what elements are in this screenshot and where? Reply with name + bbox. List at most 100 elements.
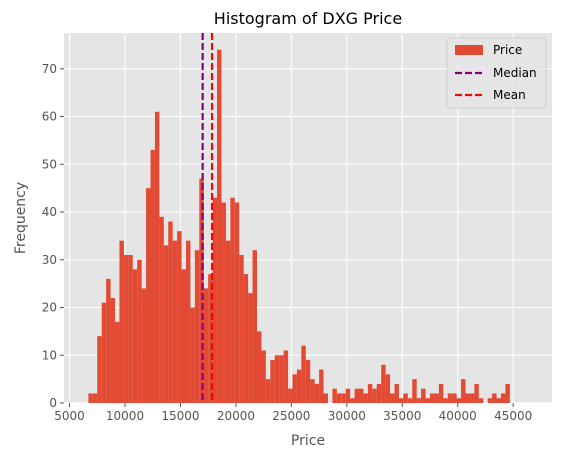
histogram-bar [159,216,164,403]
histogram-bar [354,388,360,403]
reference-lines [201,33,214,403]
y-axis-label: Frequency [13,182,29,254]
histogram-bar [430,393,435,403]
histogram-bar [154,111,160,403]
histogram-bar [456,398,462,403]
x-tick-label: 20000 [217,409,255,423]
histogram-bar [336,393,342,403]
x-tick-label: 15000 [161,409,199,423]
histogram-bar [265,379,271,403]
histogram-bar [469,393,475,403]
histogram-bar [301,345,306,403]
histogram-bar [314,383,320,403]
histogram-bar [225,240,231,403]
histogram-bar [172,240,178,403]
histogram-bar [186,240,191,403]
histogram-bar [92,393,98,403]
histogram-bar [199,178,204,403]
x-tick-label: 35000 [383,409,421,423]
histogram-bar [194,250,200,403]
histogram-bar [434,393,439,403]
histogram-bar [438,383,444,403]
histogram-bar [416,398,422,403]
y-tick-label: 50 [42,157,57,171]
histogram-bar [403,393,408,403]
y-tick-label: 40 [42,205,57,219]
histogram-bar [425,398,430,403]
legend-frame [446,37,547,109]
histogram-bar [305,360,311,403]
histogram-bar [385,374,391,403]
histogram-bar [500,393,506,403]
histogram-bar [376,383,382,403]
histogram-bar [465,393,470,403]
x-tick-label: 25000 [272,409,310,423]
y-tick-label: 30 [42,253,57,267]
y-tick-label: 70 [42,62,57,76]
histogram-bar [288,388,293,403]
histogram-bar [97,336,102,403]
histogram-bar [261,350,266,403]
histogram-bar [181,269,186,403]
histogram-bar [398,398,404,403]
histogram-bar [243,274,249,403]
x-tick-label: 40000 [439,409,477,423]
histogram-bar [106,278,111,403]
histogram-bar [350,398,355,403]
histogram-bar [221,202,226,403]
histogram-bar [487,398,493,403]
x-tick-label: 45000 [494,409,532,423]
y-axis-ticks: 0 10 20 30 40 50 60 70 [42,62,64,410]
histogram-bar [319,369,324,403]
histogram-bar [367,383,373,403]
histogram-bar [274,355,280,403]
histogram-bar [359,388,364,403]
histogram-bar [492,393,497,403]
histogram-bar [390,393,395,403]
histogram-bar [452,393,457,403]
histogram-bar [332,388,337,403]
histogram-bar [270,360,275,403]
histogram-bar [323,393,328,403]
histogram-bar [248,293,253,403]
histogram-bar [123,255,129,403]
histogram-bar [146,188,151,403]
histogram-bar [447,393,453,403]
histogram-bar [115,321,120,403]
histogram-bar [141,288,147,403]
legend: Price Median Mean [446,37,547,109]
x-axis-ticks: 5000 10000 15000 20000 25000 30000 35000 40000 4… [54,403,532,423]
histogram-bar [203,288,209,403]
histogram-bar [474,383,479,403]
histogram-bar [421,388,426,403]
x-tick-label: 10000 [106,409,144,423]
bars-group [88,49,510,403]
histogram-bar [208,274,213,403]
histogram-bar [239,255,244,403]
histogram-bar [478,398,484,403]
histogram-bar [292,374,297,403]
y-tick-label: 0 [49,396,57,410]
histogram-bar [150,149,155,403]
x-axis-label: Price [291,433,325,449]
histogram-bar [101,302,107,403]
histogram-bar [217,49,222,403]
histogram-bar [234,202,240,403]
histogram-bar [310,379,315,403]
histogram-bar [496,398,501,403]
histogram-bar [168,221,173,403]
x-tick-label: 5000 [54,409,85,423]
histogram-bar [256,331,262,403]
histogram-bar [177,231,182,403]
histogram-bar [283,350,289,403]
y-tick-label: 20 [42,301,57,315]
histogram-bar [252,250,257,403]
histogram-bar [363,393,368,403]
histogram-bar [190,307,195,403]
histogram-bar [137,259,142,403]
legend-price-swatch [455,45,483,55]
histogram-bar [128,255,133,403]
histogram-bar [88,393,93,403]
x-tick-label: 30000 [328,409,366,423]
